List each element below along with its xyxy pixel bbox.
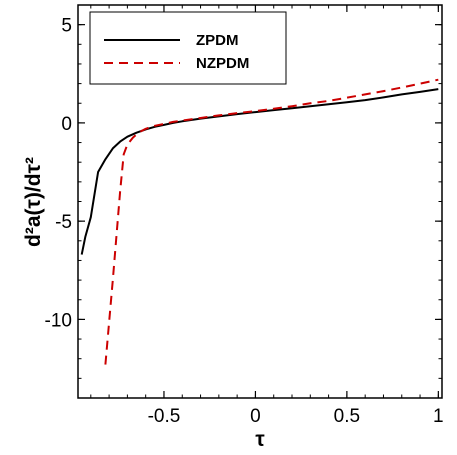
y-axis-label: d²a(τ)/dτ² [22, 157, 45, 247]
legend-label-nzpdm: NZPDM [196, 55, 249, 72]
x-tick-label: -0.5 [148, 406, 181, 427]
y-tick-label: -10 [45, 310, 72, 331]
y-tick-label: -5 [55, 212, 72, 233]
x-tick-label: 0 [250, 406, 261, 427]
series-group [80, 78, 439, 365]
legend-label-zpdm: ZPDM [196, 32, 239, 49]
x-tick-label: 0.5 [334, 406, 360, 427]
x-axis-label: τ [255, 428, 265, 451]
ticks: -0.5 0 0.5 1 -10 -5 0 5 [45, 4, 444, 427]
series-line-zpdm [80, 88, 439, 255]
legend: ZPDM NZPDM [89, 11, 287, 85]
x-tick-label: 1 [433, 406, 444, 427]
y-tick-label: 5 [61, 16, 72, 37]
y-tick-label: 0 [61, 114, 72, 135]
series-line-nzpdm [104, 78, 439, 365]
legend-box [89, 11, 287, 85]
